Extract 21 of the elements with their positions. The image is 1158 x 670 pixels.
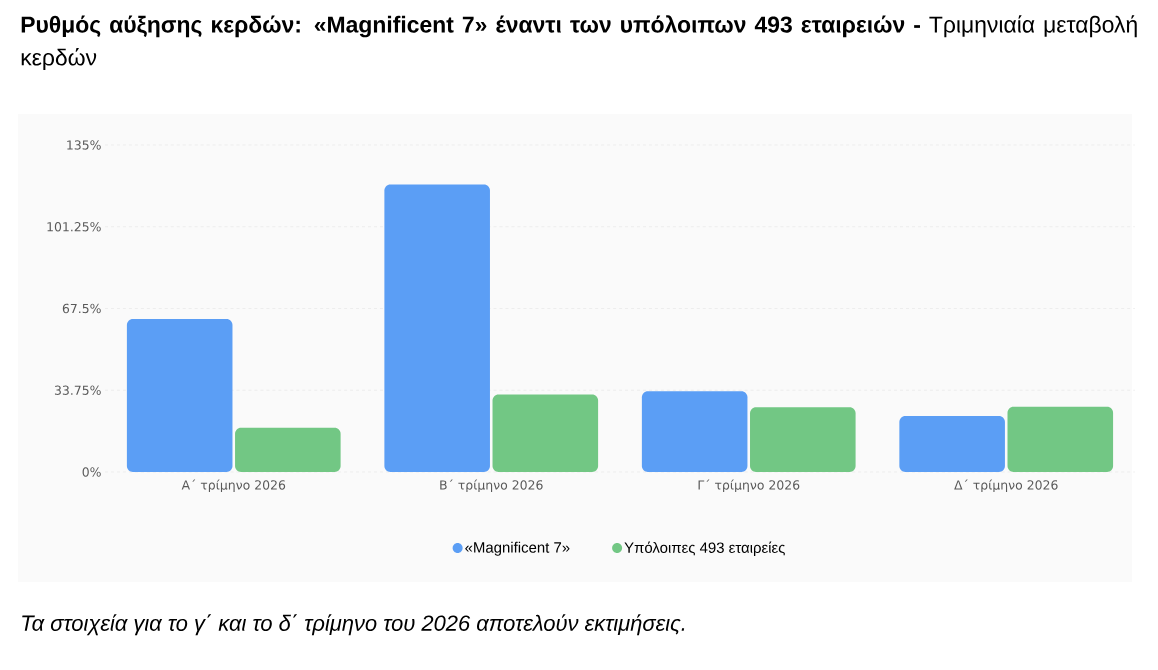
bar bbox=[1007, 406, 1114, 472]
y-tick-label: 33.75% bbox=[54, 385, 101, 395]
y-tick-label: 67.5% bbox=[62, 303, 101, 314]
y-tick-label: 0% bbox=[82, 467, 101, 477]
bar bbox=[235, 427, 341, 472]
bar bbox=[492, 394, 599, 472]
x-tick-label: Α΄ τρίμηνο 2026 bbox=[181, 479, 286, 493]
bar bbox=[126, 318, 233, 472]
x-tick-label: Β΄ τρίμηνο 2026 bbox=[440, 479, 543, 493]
y-tick-label: 135% bbox=[67, 140, 101, 150]
bar bbox=[750, 407, 856, 472]
x-tick-label: Δ΄ τρίμηνο 2026 bbox=[954, 479, 1058, 493]
bar bbox=[899, 416, 1005, 472]
legend-label: Υπόλοιπες 493 εταιρείες bbox=[624, 541, 785, 556]
x-tick-label: Γ΄ τρίμηνο 2026 bbox=[698, 479, 800, 493]
legend-label: «Magnificent 7» bbox=[465, 541, 570, 556]
text: Τα στοιχεία για το γ΄ και το δ΄ τρίμηνο του 2026 αποτελούν εκτιμήσεις. bbox=[22, 614, 685, 636]
bar bbox=[641, 391, 748, 472]
y-tick-label: 101.25% bbox=[47, 222, 101, 232]
chart-title: Ρυθμός αύξησης κερδών: «Magnificent 7» έναντι των υπόλοιπων 493 εταιρειών - Τριμηνιαία μεταβολή κερδών bbox=[21, 15, 1137, 71]
bar bbox=[384, 184, 490, 472]
